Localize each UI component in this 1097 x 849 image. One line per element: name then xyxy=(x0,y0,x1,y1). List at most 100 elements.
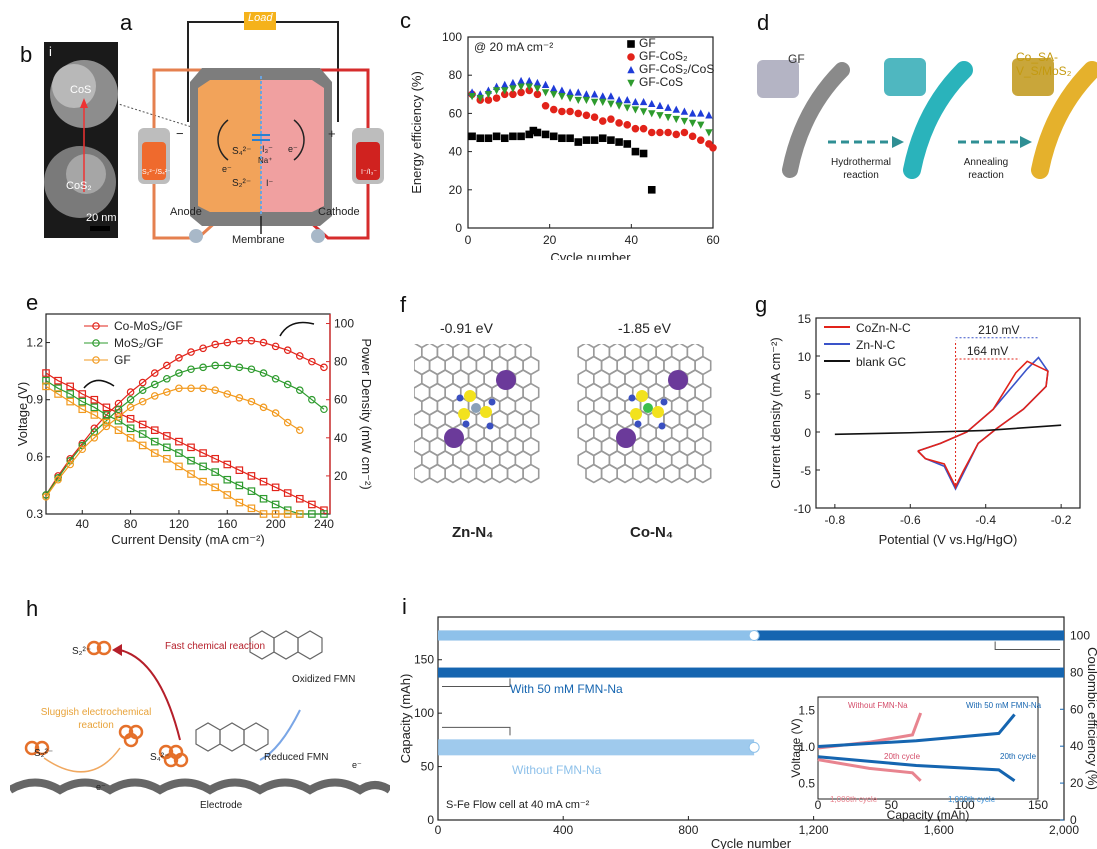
data-point xyxy=(566,94,574,103)
data-point xyxy=(656,101,664,109)
data-point xyxy=(639,149,648,158)
data-point xyxy=(525,76,533,85)
x-tick-label: 120 xyxy=(169,517,189,531)
power-point xyxy=(211,361,219,370)
power-point xyxy=(199,344,207,353)
power-point xyxy=(150,380,159,389)
nitrogen-atom xyxy=(634,420,642,428)
inset-x-tick: 150 xyxy=(1028,798,1048,812)
data-point xyxy=(492,132,501,141)
voltage-point xyxy=(150,437,159,446)
x-tick-label: 160 xyxy=(217,517,237,531)
sodium-atom xyxy=(668,370,688,390)
y2-axis-label: Coulombic efficiency (%) xyxy=(1085,647,1097,790)
y-tick-label: 20 xyxy=(449,183,463,197)
voltage-point xyxy=(199,477,207,486)
electron-h-right: e⁻ xyxy=(352,760,362,770)
power-point xyxy=(150,392,159,400)
data-point xyxy=(509,85,517,93)
without-fmn-capacity-band xyxy=(438,739,755,756)
y-tick-label: 10 xyxy=(798,350,812,364)
panel-label-f: f xyxy=(400,292,407,317)
data-point xyxy=(615,96,623,104)
voltage-point xyxy=(283,489,292,497)
sulfur-atom xyxy=(458,408,470,420)
y-tick-label: 15 xyxy=(798,312,812,326)
voltage-axis-arrow xyxy=(83,379,115,389)
power-point xyxy=(175,369,183,377)
data-point xyxy=(647,128,656,137)
data-point xyxy=(582,90,591,98)
power-point xyxy=(138,386,147,394)
co-n4-energy: -1.85 eV xyxy=(618,320,671,336)
x-tick-label: 0 xyxy=(465,233,472,247)
power-point xyxy=(235,363,244,372)
power-point xyxy=(163,388,171,396)
x-tick-label: 200 xyxy=(266,517,286,531)
data-point xyxy=(672,130,681,139)
data-point xyxy=(631,147,640,156)
data-point xyxy=(582,111,591,120)
voltage-point xyxy=(102,411,111,419)
plot-frame xyxy=(437,616,1065,821)
voltage-point xyxy=(54,390,62,398)
data-point xyxy=(533,128,542,137)
power-point xyxy=(271,374,280,383)
power-point xyxy=(283,346,292,354)
voltage-point xyxy=(259,477,268,486)
power-point xyxy=(114,405,123,414)
graphene-ring xyxy=(647,463,665,484)
data-point xyxy=(647,186,656,194)
voltage-point xyxy=(211,468,219,476)
legend-entry: GF xyxy=(114,353,131,367)
power-point xyxy=(271,342,280,351)
graphene-ring xyxy=(506,463,524,484)
voltage-point xyxy=(150,426,159,434)
y-tick-label: 40 xyxy=(449,145,463,159)
data-point xyxy=(656,112,664,120)
data-point xyxy=(598,117,607,125)
x-tick-label: 240 xyxy=(314,517,334,531)
legend-entry: GF-CoS₂ xyxy=(639,49,688,63)
data-point xyxy=(680,117,689,126)
x-tick-label: 400 xyxy=(553,823,573,837)
legend-entry: blank GC xyxy=(856,355,906,369)
anode-tank-label: S₂²⁻/S₄²⁻ xyxy=(142,169,171,176)
voltage-point xyxy=(223,475,232,484)
data-point xyxy=(656,128,664,137)
power-point xyxy=(138,397,147,406)
power-point xyxy=(199,384,207,393)
graphene-ring xyxy=(491,463,509,484)
inset-x-tick: 50 xyxy=(885,798,899,812)
y-tick-label: 0.9 xyxy=(26,393,43,407)
voltage-point xyxy=(42,376,50,385)
metal-atom xyxy=(471,403,481,413)
panel-i-cycling-chart: 0 400 800 1,200 1,600 2,000050100150020406080… xyxy=(398,616,1097,849)
voltage-point xyxy=(175,449,183,457)
with-fmn-capacity-band xyxy=(438,667,1064,678)
data-point xyxy=(476,134,485,143)
y-tick-label: 100 xyxy=(414,706,434,720)
data-point xyxy=(664,128,672,137)
voltage-point xyxy=(54,384,62,393)
plot-frame xyxy=(467,36,714,229)
data-point xyxy=(623,104,631,112)
data-point xyxy=(492,87,501,95)
power-point xyxy=(78,445,87,454)
power-point xyxy=(187,348,195,356)
data-point xyxy=(574,138,583,146)
power-point xyxy=(235,394,244,402)
voltage-point xyxy=(271,500,280,509)
graphene-ring xyxy=(475,463,493,484)
power-point xyxy=(114,413,123,421)
legend-marker xyxy=(92,356,100,364)
plus-terminal: + xyxy=(328,126,336,141)
inset-without-label: Without FMN-Na xyxy=(848,701,908,710)
power-point xyxy=(295,386,304,394)
annealing-label: Annealing reaction xyxy=(963,157,1009,181)
power-point xyxy=(90,434,99,442)
panel-h-mechanism-scheme xyxy=(10,630,390,795)
s2-upper-label: S₂²⁻ xyxy=(72,646,92,657)
sluggish-reaction-label: Sluggish electrochemical reaction xyxy=(40,707,152,731)
data-point xyxy=(705,129,713,137)
